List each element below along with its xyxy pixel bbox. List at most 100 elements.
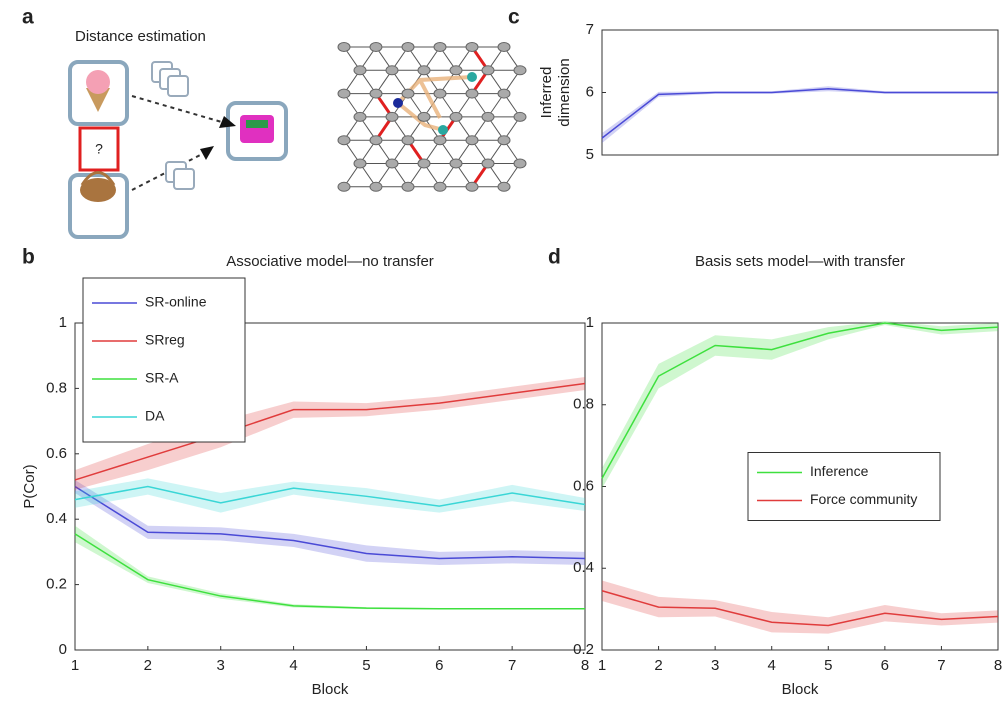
node-start — [393, 98, 403, 108]
x-tick-label: 7 — [508, 657, 516, 674]
x-tick-label: 8 — [994, 657, 1002, 674]
lattice-node — [369, 42, 383, 52]
lattice-node — [481, 65, 495, 76]
y-tick-label: 0.6 — [573, 477, 594, 494]
series-line — [74, 533, 585, 610]
series-line — [601, 322, 999, 479]
series-line — [74, 485, 586, 507]
lattice-node — [513, 158, 527, 169]
y-tick-label: 0 — [59, 641, 67, 658]
lattice-node — [401, 42, 415, 52]
lattice-node — [369, 181, 383, 192]
series-line — [74, 485, 586, 560]
lattice-node — [465, 42, 479, 52]
error-band — [75, 479, 585, 565]
y-tick-label: 0.2 — [46, 576, 67, 593]
lattice-node — [417, 65, 431, 76]
lattice-node — [433, 135, 447, 146]
lattice-node — [433, 42, 447, 52]
y-tick-label: 7 — [586, 21, 594, 38]
error-band — [602, 580, 998, 634]
x-tick-label: 2 — [144, 657, 152, 674]
lattice-node — [417, 111, 431, 122]
question-mark: ? — [95, 141, 103, 157]
error-band — [602, 320, 998, 489]
panel-label: d — [548, 246, 561, 269]
path-highlight — [396, 75, 473, 132]
lattice-node — [401, 181, 415, 192]
x-tick-label: 3 — [217, 657, 225, 674]
lattice-node — [337, 42, 351, 52]
lattice-node — [337, 181, 351, 192]
y-tick-label: 0.8 — [46, 379, 67, 396]
series-line — [601, 590, 999, 627]
lattice-node — [385, 65, 399, 76]
lattice-node — [369, 135, 383, 146]
y-tick-label: 5 — [586, 146, 594, 163]
x-tick-label: 3 — [711, 657, 719, 674]
task-diagram: ? — [68, 42, 527, 239]
x-tick-label: 5 — [824, 657, 832, 674]
lattice-node — [513, 65, 527, 76]
lattice-node — [401, 88, 415, 99]
legend-label: SR-A — [145, 370, 179, 386]
chart-title: Associative model—no transfer — [226, 253, 434, 270]
lattice-node — [497, 181, 511, 192]
lattice-node — [385, 111, 399, 122]
x-axis-label: Block — [782, 681, 819, 698]
lattice-node — [369, 88, 383, 99]
x-tick-label: 1 — [71, 657, 79, 674]
legend-box — [82, 277, 246, 443]
lattice-node — [465, 135, 479, 146]
lattice-node — [497, 135, 511, 146]
lattice-node — [353, 65, 367, 76]
lattice-node — [401, 135, 415, 146]
x-tick-label: 6 — [435, 657, 443, 674]
lattice-node — [385, 158, 399, 169]
y-axis-label: Inferred — [538, 67, 555, 119]
lattice-node — [337, 88, 351, 99]
y-tick-label: 0.2 — [573, 641, 594, 658]
lattice-node — [497, 42, 511, 52]
x-tick-label: 8 — [581, 657, 589, 674]
panel-label: a — [22, 6, 34, 29]
y-tick-label: 6 — [586, 83, 594, 100]
x-axis-label: Block — [312, 681, 349, 698]
node-goal — [438, 125, 448, 135]
lattice-node — [433, 88, 447, 99]
y-tick-label: 0.8 — [573, 396, 594, 413]
lattice-node — [513, 111, 527, 122]
lattice-node — [417, 158, 431, 169]
x-tick-label: 4 — [768, 657, 776, 674]
panel-title: Distance estimation — [75, 28, 206, 45]
error-band — [75, 478, 585, 513]
lattice-node — [497, 88, 511, 99]
lattice-node — [465, 88, 479, 99]
x-tick-label: 4 — [289, 657, 297, 674]
y-tick-label: 0.6 — [46, 445, 67, 462]
y-tick-label: 0.4 — [573, 559, 594, 576]
legend-label: SRreg — [145, 332, 185, 348]
series-line — [74, 382, 586, 481]
panel-label: c — [508, 6, 520, 29]
lattice-node — [353, 111, 367, 122]
lattice-node — [433, 181, 447, 192]
panel-label: b — [22, 246, 35, 269]
x-tick-label: 1 — [598, 657, 606, 674]
lattice-node — [481, 158, 495, 169]
legend-label: Inference — [810, 463, 869, 479]
lattice-node — [449, 158, 463, 169]
y-tick-label: 0.4 — [46, 510, 67, 527]
y-axis-label: P(Cor) — [21, 464, 38, 508]
legend-box — [747, 452, 941, 521]
series-line — [601, 87, 998, 139]
lattice-node — [465, 181, 479, 192]
lattice-node — [481, 111, 495, 122]
legend-label: Force community — [810, 491, 917, 507]
y-tick-label: 1 — [586, 314, 594, 331]
y-tick-label: 1 — [59, 314, 67, 331]
lattice-node — [449, 111, 463, 122]
legend-label: DA — [145, 408, 165, 424]
error-band — [75, 376, 585, 490]
